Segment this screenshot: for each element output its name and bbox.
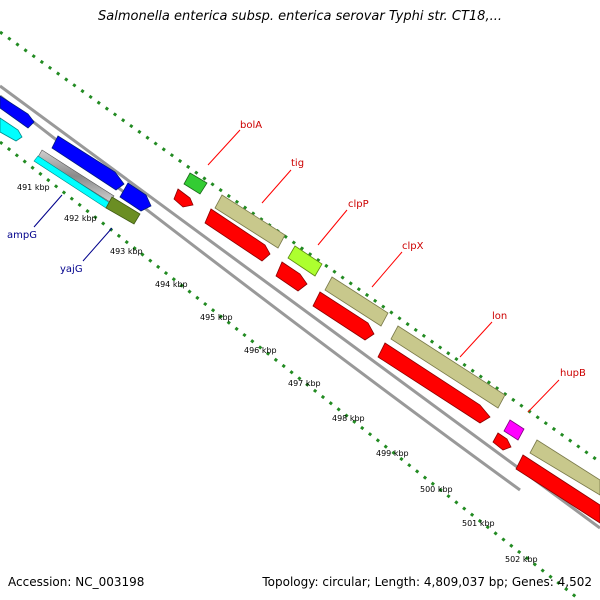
outer-dotted-ring [0, 30, 600, 464]
scale-label: 496 kbp [244, 346, 277, 355]
gene-feature[interactable] [214, 194, 286, 249]
red-cds[interactable] [492, 432, 512, 451]
scale-label: 492 kbp [64, 214, 97, 223]
gene-label-ampg[interactable]: ampG [7, 230, 37, 241]
gene-feature[interactable] [390, 325, 506, 409]
map-title: Salmonella enterica subsp. enterica sero… [98, 9, 502, 24]
scale-label: 501 kbp [462, 519, 495, 528]
lime-feature[interactable] [287, 245, 323, 277]
scale-label: 500 kbp [420, 485, 453, 494]
blue-feature[interactable] [51, 135, 125, 191]
label-connectors [33, 129, 560, 413]
gene-label-tig[interactable]: tig [291, 158, 304, 169]
feature-group-left [0, 95, 152, 225]
gene-label-clpp[interactable]: clpP [348, 199, 369, 210]
cyan-feature[interactable] [0, 117, 23, 142]
scale-label: 498 kbp [332, 414, 365, 423]
magenta-feature[interactable] [503, 419, 525, 441]
red-cds[interactable] [275, 261, 308, 292]
gene-feature[interactable] [529, 439, 600, 496]
red-cds[interactable] [173, 188, 194, 208]
olive-feature[interactable] [105, 196, 141, 225]
blue-feature[interactable] [119, 182, 152, 212]
inner-dotted-ring [0, 140, 581, 600]
scale-label: 499 kbp [376, 449, 409, 458]
gene-labels: bolA tig clpP clpX lon hupB ampG yajG [7, 120, 586, 379]
green-feature[interactable] [183, 172, 208, 195]
gene-label-yajg[interactable]: yajG [60, 264, 83, 275]
blue-feature[interactable] [0, 95, 35, 129]
scale-label: 493 kbp [110, 247, 143, 256]
gene-label-hupb[interactable]: hupB [560, 368, 586, 379]
scale-label: 497 kbp [288, 379, 321, 388]
red-cds[interactable] [515, 454, 600, 524]
scale-label: 491 kbp [17, 183, 50, 192]
gene-label-boloA[interactable]: bolA [240, 120, 262, 131]
accession-label: Accession: NC_003198 [8, 575, 145, 589]
backbone-outer [0, 84, 600, 530]
scale-label: 502 kbp [505, 555, 538, 564]
red-cds[interactable] [204, 208, 271, 262]
scale-label: 495 kbp [200, 313, 233, 322]
scale-labels: 491 kbp 492 kbp 493 kbp 494 kbp 495 kbp … [17, 183, 538, 564]
feature-group-forward [173, 172, 600, 524]
gene-label-clpx[interactable]: clpX [402, 241, 424, 252]
scale-label: 494 kbp [155, 280, 188, 289]
topology-summary: Topology: circular; Length: 4,809,037 bp… [262, 575, 592, 589]
gene-label-lon[interactable]: lon [492, 311, 507, 322]
red-cds[interactable] [377, 342, 491, 424]
gene-feature[interactable] [324, 276, 389, 327]
red-cds[interactable] [312, 291, 375, 341]
